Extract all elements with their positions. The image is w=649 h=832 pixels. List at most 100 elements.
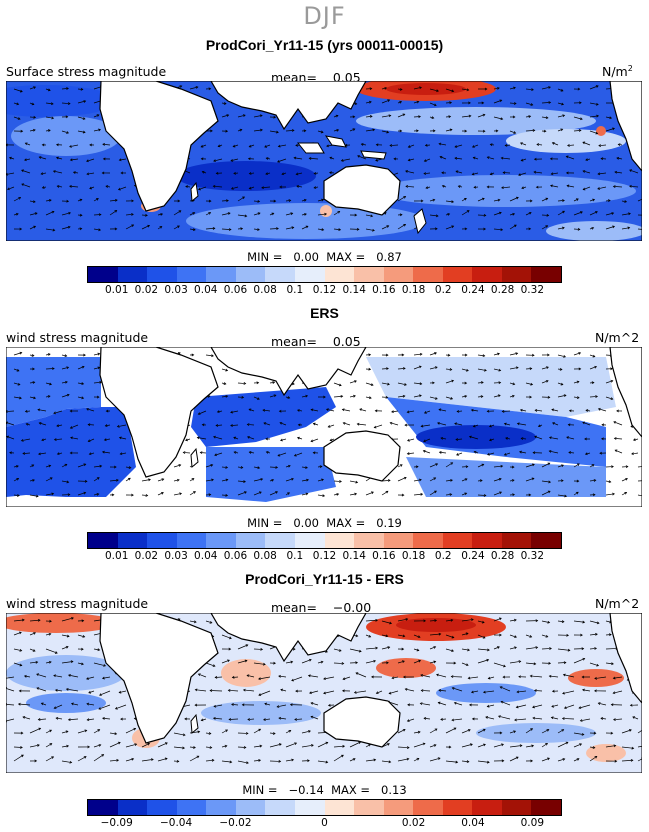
- wind-vector: [279, 185, 287, 189]
- wind-vector: [573, 396, 580, 399]
- wind-vector: [45, 477, 53, 482]
- field-patch: [546, 221, 642, 241]
- wind-vector: [493, 368, 502, 372]
- wind-vector: [637, 480, 642, 482]
- wind-vector: [40, 702, 47, 706]
- wind-vector: [397, 367, 406, 370]
- wind-vector: [605, 633, 612, 637]
- wind-vector: [340, 158, 351, 162]
- wind-vector: [276, 704, 287, 708]
- wind-vector: [301, 394, 309, 398]
- wind-vector: [333, 479, 342, 483]
- wind-vector: [77, 756, 87, 762]
- wind-vector: [413, 465, 419, 469]
- colorbar-tick-label: 0.16: [372, 550, 396, 562]
- wind-vector: [56, 452, 63, 456]
- wind-vector: [461, 648, 470, 652]
- wind-vector: [440, 436, 447, 440]
- wind-vector: [93, 395, 100, 399]
- wind-vector: [205, 758, 215, 762]
- wind-vector: [109, 227, 118, 231]
- wind-vector: [605, 744, 617, 748]
- wind-vector: [29, 102, 35, 106]
- colorbar-tick-label: 0.16: [372, 284, 396, 296]
- wind-vector: [445, 88, 455, 93]
- wind-vector: [470, 690, 479, 694]
- wind-vector: [374, 409, 383, 413]
- wind-vector: [397, 213, 403, 217]
- wind-vector: [38, 422, 47, 426]
- wind-vector: [205, 87, 212, 91]
- wind-vector: [285, 742, 298, 748]
- wind-vector: [445, 213, 451, 216]
- wind-vector: [600, 717, 607, 720]
- wind-vector: [617, 143, 623, 147]
- wind-vector: [397, 757, 410, 762]
- wind-vector: [29, 86, 37, 90]
- wind-vector: [13, 197, 22, 202]
- colorbar-swatch: [383, 267, 414, 282]
- wind-vector: [93, 492, 100, 496]
- wind-vector: [406, 410, 415, 414]
- wind-vector: [365, 646, 379, 650]
- wind-vector: [213, 704, 223, 708]
- wind-vector: [29, 618, 41, 622]
- wind-vector: [505, 437, 511, 440]
- wind-vector: [253, 212, 261, 216]
- wind-vector: [61, 87, 69, 90]
- wind-vector: [500, 700, 511, 706]
- wind-vector: [93, 213, 102, 217]
- colorbar-tick-label: 0.12: [312, 550, 337, 562]
- wind-vector: [582, 141, 591, 146]
- wind-vector: [24, 158, 31, 162]
- wind-vector: [429, 490, 437, 496]
- wind-vector: [237, 644, 249, 650]
- wind-vector: [109, 741, 121, 748]
- wind-vector: [117, 186, 127, 191]
- wind-vector: [497, 715, 511, 720]
- wind-vector: [407, 703, 415, 707]
- wind-vector: [557, 114, 566, 118]
- wind-vector: [221, 114, 230, 118]
- wind-vector: [413, 382, 423, 386]
- wind-vector: [381, 490, 389, 496]
- wind-vector: [258, 676, 271, 681]
- colorbar-swatch: [324, 533, 355, 548]
- wind-vector: [77, 87, 84, 91]
- wind-vector: [486, 185, 495, 189]
- wind-vector: [45, 88, 51, 92]
- wind-vector: [67, 718, 79, 722]
- colorbar-swatch: [413, 800, 443, 815]
- wind-vector: [313, 186, 319, 189]
- wind-vector: [525, 463, 535, 468]
- wind-vector: [285, 199, 292, 202]
- wind-vector: [77, 647, 84, 651]
- wind-vector: [253, 396, 260, 400]
- wind-vector: [317, 130, 324, 134]
- wind-vector: [562, 690, 575, 695]
- wind-vector: [261, 186, 271, 190]
- wind-vector: [38, 452, 47, 456]
- wind-vector: [472, 424, 479, 428]
- wind-vector: [269, 759, 282, 763]
- wind-vector: [413, 115, 421, 119]
- wind-vector: [525, 227, 532, 231]
- wind-vector: [381, 661, 389, 665]
- wind-vector: [301, 759, 310, 763]
- colorbar-swatch: [206, 533, 236, 548]
- panel-3-map-svg: [6, 613, 642, 773]
- new-zealand-landmass: [413, 208, 427, 235]
- wind-vector: [13, 662, 23, 667]
- wind-vector: [471, 717, 479, 721]
- wind-vector: [93, 729, 101, 734]
- wind-vector: [605, 116, 613, 120]
- wind-vector: [445, 493, 453, 496]
- field-patch: [356, 107, 596, 135]
- wind-vector: [413, 394, 422, 398]
- field-patch: [376, 658, 436, 678]
- wind-vector: [237, 196, 245, 202]
- wind-vector: [285, 660, 294, 664]
- wind-vector: [264, 144, 271, 148]
- wind-vector: [429, 632, 442, 636]
- wind-vector: [45, 492, 55, 496]
